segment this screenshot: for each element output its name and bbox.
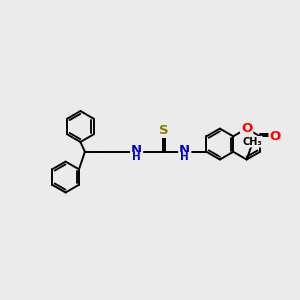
Text: CH₃: CH₃	[242, 137, 262, 147]
Text: O: O	[269, 130, 281, 143]
Text: H: H	[132, 152, 141, 162]
Text: N: N	[131, 144, 142, 157]
Text: S: S	[159, 124, 169, 137]
Text: O: O	[241, 122, 252, 135]
Text: H: H	[180, 152, 189, 162]
Text: N: N	[179, 144, 190, 157]
